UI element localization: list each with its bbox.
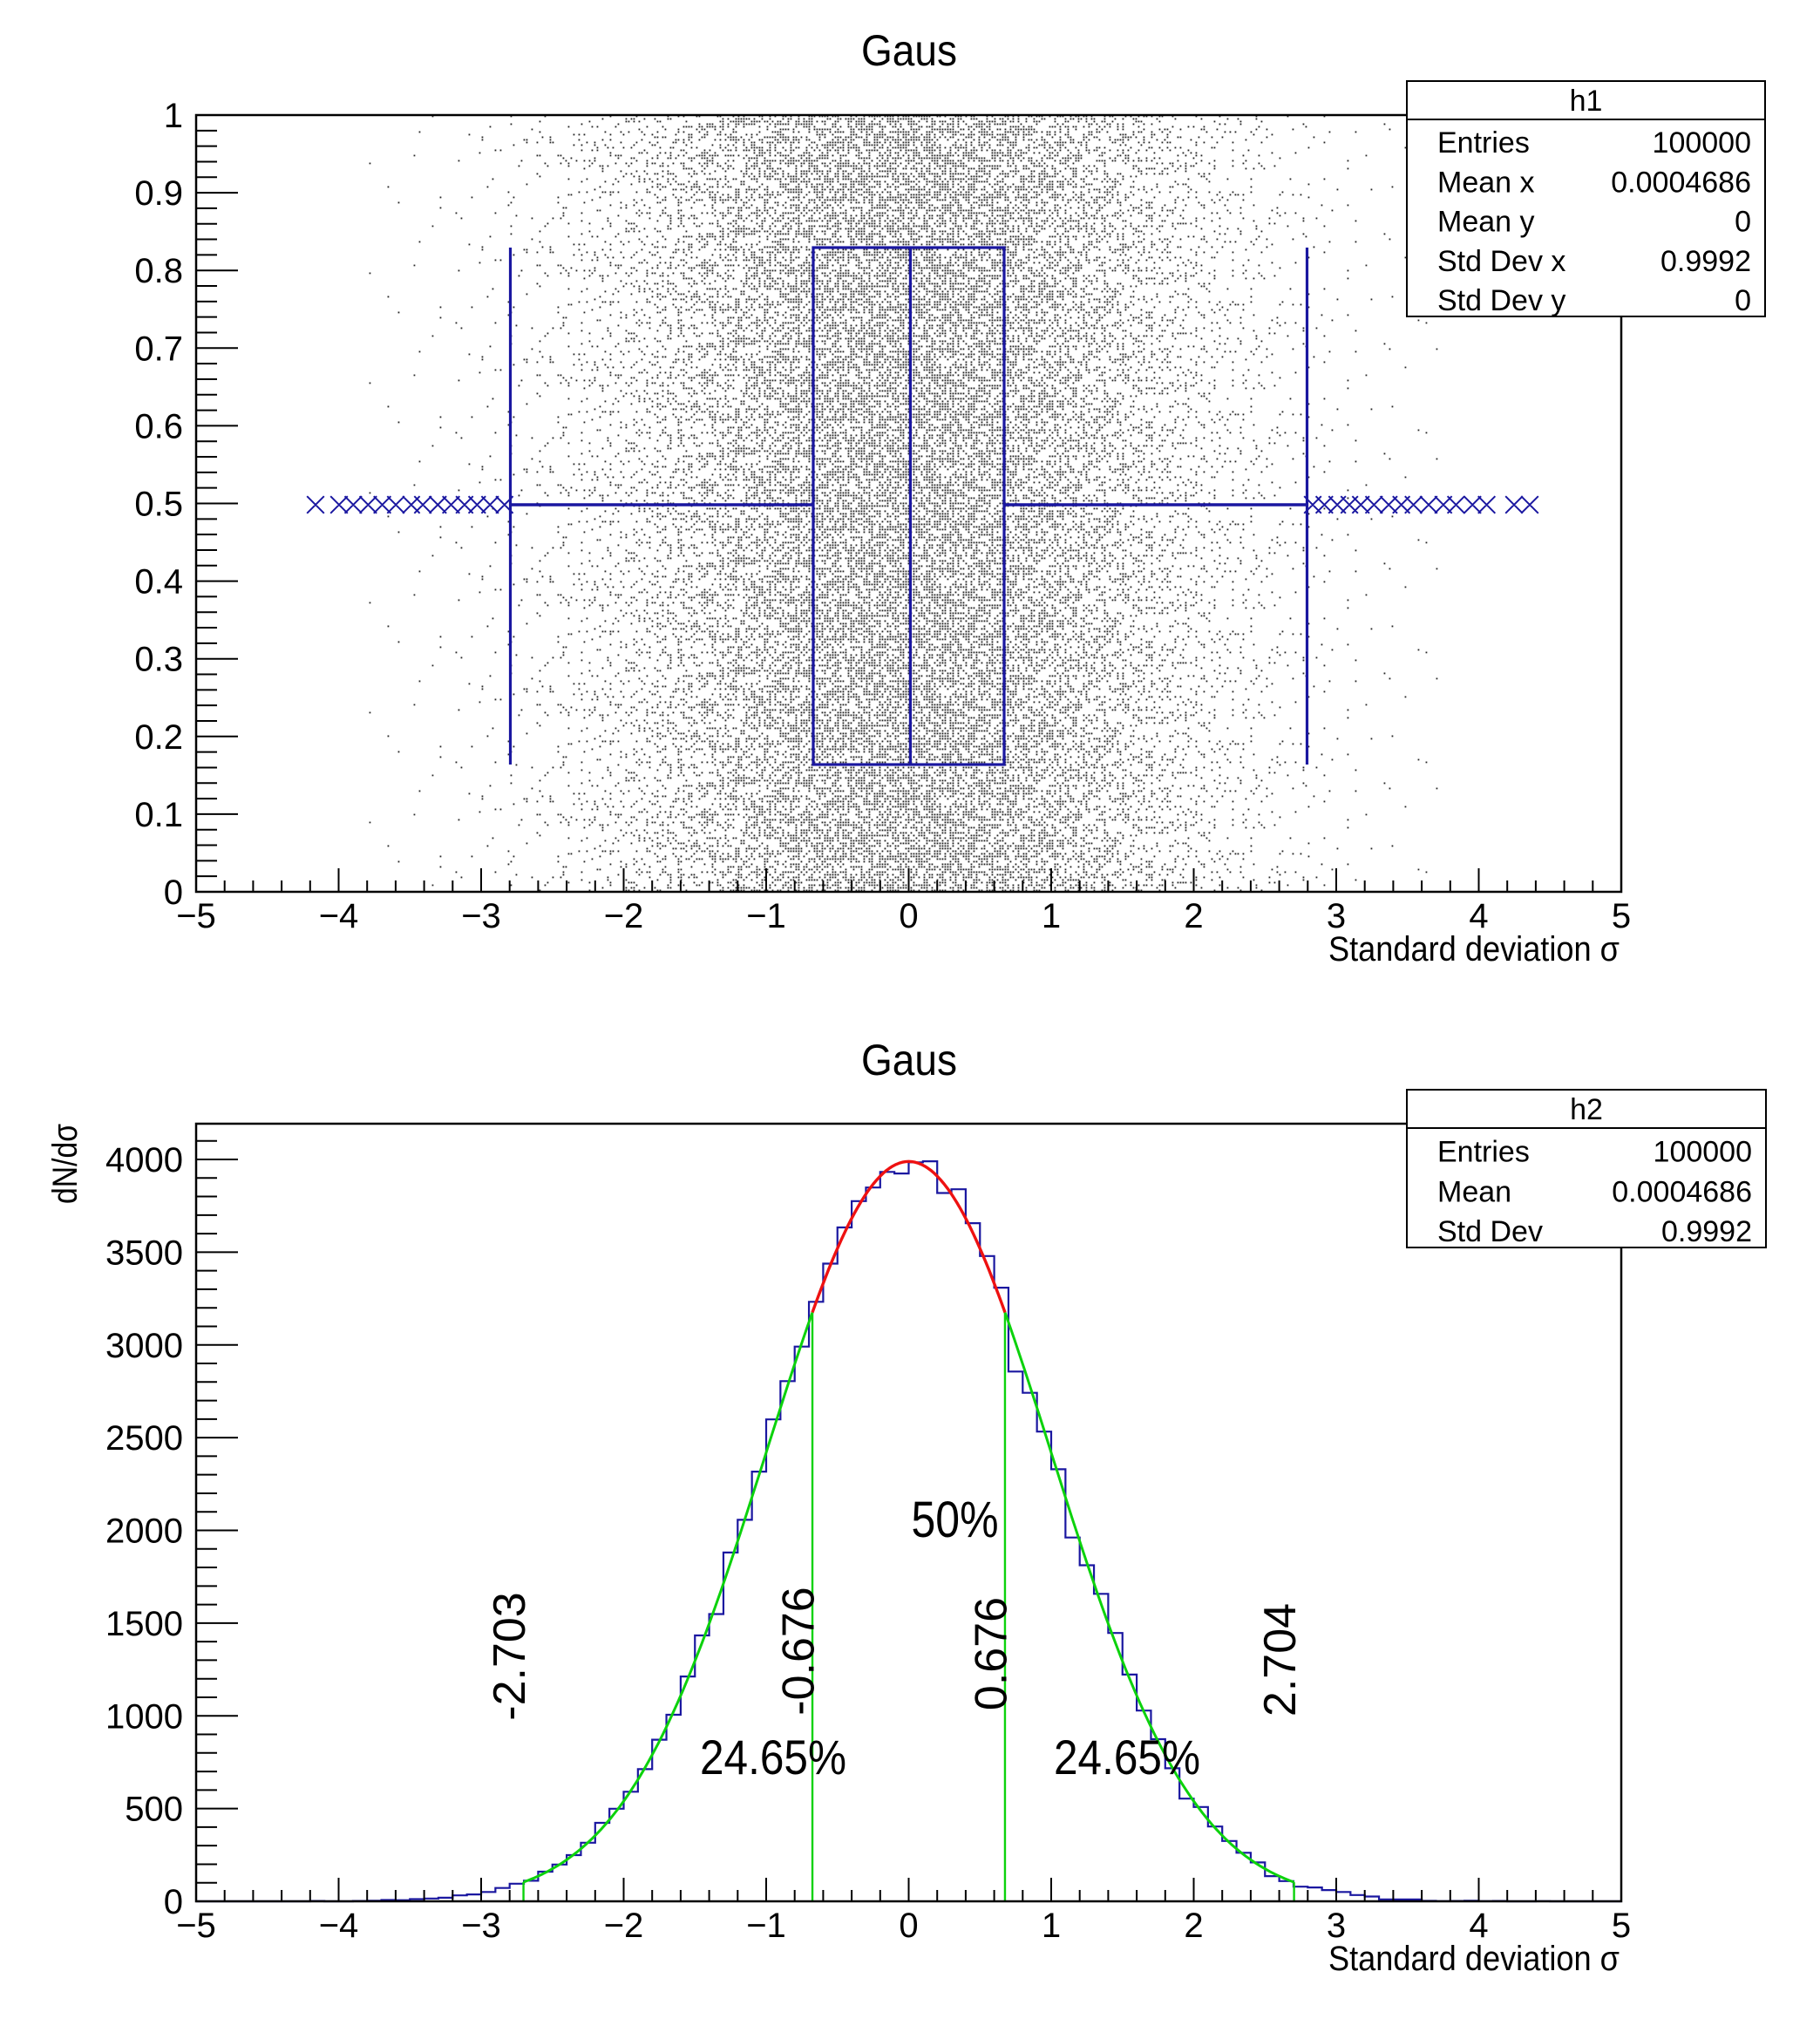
svg-text:−1: −1: [746, 897, 786, 935]
svg-text:0: 0: [1735, 206, 1751, 239]
svg-text:−2: −2: [604, 1907, 644, 1945]
svg-text:0.6: 0.6: [134, 407, 183, 445]
svg-text:0: 0: [1735, 284, 1751, 317]
svg-text:h2: h2: [1570, 1093, 1603, 1126]
svg-text:0.676: 0.676: [967, 1597, 1017, 1710]
svg-text:24.65%: 24.65%: [700, 1730, 846, 1784]
svg-text:1: 1: [1042, 897, 1061, 935]
svg-text:2000: 2000: [105, 1513, 183, 1551]
svg-text:4: 4: [1469, 1907, 1488, 1945]
svg-text:1: 1: [164, 97, 183, 135]
svg-text:Mean: Mean: [1437, 1175, 1511, 1208]
svg-text:4: 4: [1469, 897, 1488, 935]
svg-text:0.0004686: 0.0004686: [1611, 166, 1751, 199]
svg-text:50%: 50%: [912, 1492, 999, 1548]
svg-text:−5: −5: [176, 897, 216, 935]
svg-text:0.9: 0.9: [134, 174, 183, 213]
svg-text:2: 2: [1184, 897, 1203, 935]
svg-text:Mean y: Mean y: [1437, 206, 1535, 239]
svg-text:0.7: 0.7: [134, 330, 183, 368]
svg-text:0.5: 0.5: [134, 486, 183, 524]
svg-text:24.65%: 24.65%: [1054, 1730, 1200, 1784]
svg-text:0: 0: [164, 874, 183, 912]
svg-text:2.704: 2.704: [1255, 1603, 1306, 1716]
svg-text:0.3: 0.3: [134, 641, 183, 679]
svg-text:2500: 2500: [105, 1419, 183, 1458]
svg-text:0: 0: [899, 897, 918, 935]
svg-text:3000: 3000: [105, 1327, 183, 1365]
svg-text:0.4: 0.4: [134, 563, 183, 602]
svg-text:0.2: 0.2: [134, 718, 183, 757]
svg-text:0.8: 0.8: [134, 252, 183, 290]
svg-text:−5: −5: [176, 1907, 216, 1945]
svg-text:100000: 100000: [1653, 126, 1751, 160]
svg-text:4000: 4000: [105, 1141, 183, 1179]
svg-text:0: 0: [164, 1883, 183, 1921]
svg-text:Std Dev y: Std Dev y: [1437, 284, 1565, 317]
svg-text:Mean x: Mean x: [1437, 166, 1535, 199]
svg-text:0: 0: [899, 1907, 918, 1945]
svg-text:500: 500: [125, 1791, 183, 1829]
svg-text:0.9992: 0.9992: [1660, 245, 1751, 278]
svg-text:−3: −3: [461, 897, 501, 935]
svg-text:dN/dσ: dN/dσ: [46, 1124, 85, 1204]
svg-text:3: 3: [1327, 1907, 1346, 1945]
svg-text:Standard deviation σ: Standard deviation σ: [1328, 930, 1620, 969]
svg-text:Std Dev x: Std Dev x: [1437, 245, 1565, 278]
svg-text:−3: −3: [461, 1907, 501, 1945]
svg-text:Std Dev: Std Dev: [1437, 1215, 1543, 1248]
svg-text:−4: −4: [319, 897, 359, 935]
svg-text:Entries: Entries: [1437, 1136, 1530, 1169]
svg-text:−2: −2: [604, 897, 644, 935]
svg-text:-2.703: -2.703: [485, 1592, 535, 1720]
svg-text:Standard deviation σ: Standard deviation σ: [1328, 1940, 1620, 1978]
svg-text:0.1: 0.1: [134, 796, 183, 834]
svg-text:1: 1: [1042, 1907, 1061, 1945]
svg-text:5: 5: [1612, 1907, 1631, 1945]
svg-text:Gaus: Gaus: [861, 1036, 957, 1084]
svg-text:−4: −4: [319, 1907, 359, 1945]
svg-text:Gaus: Gaus: [861, 26, 957, 75]
svg-text:0.9992: 0.9992: [1661, 1215, 1752, 1248]
svg-text:-0.676: -0.676: [774, 1587, 825, 1715]
svg-text:−1: −1: [746, 1907, 786, 1945]
svg-text:1500: 1500: [105, 1605, 183, 1643]
svg-text:5: 5: [1612, 897, 1631, 935]
svg-text:h1: h1: [1570, 85, 1603, 118]
svg-text:3500: 3500: [105, 1234, 183, 1272]
svg-text:0.0004686: 0.0004686: [1612, 1175, 1752, 1208]
svg-text:Entries: Entries: [1437, 126, 1530, 160]
svg-text:3: 3: [1327, 897, 1346, 935]
svg-text:2: 2: [1184, 1907, 1203, 1945]
svg-text:100000: 100000: [1654, 1136, 1752, 1169]
svg-text:1000: 1000: [105, 1697, 183, 1736]
